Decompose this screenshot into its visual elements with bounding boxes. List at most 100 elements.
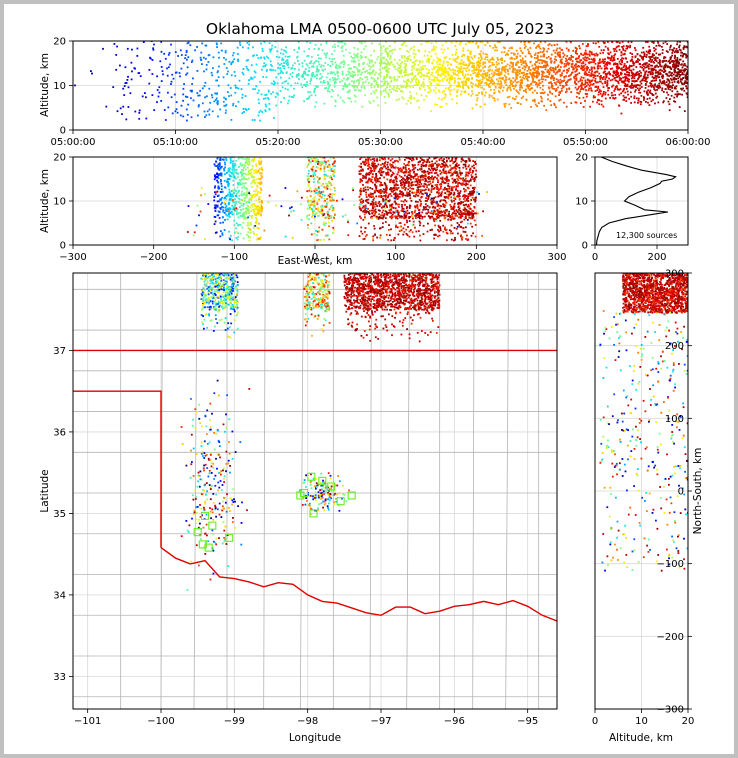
time-altitude-source — [413, 49, 415, 52]
time-altitude-source — [659, 73, 662, 75]
time-altitude-source — [334, 66, 337, 69]
time-altitude-source — [662, 91, 665, 93]
eastwest-source — [369, 172, 372, 175]
time-altitude-source — [655, 71, 657, 74]
time-altitude-source — [598, 88, 601, 91]
time-altitude-source — [586, 95, 588, 98]
time-altitude-source — [650, 100, 653, 103]
time-altitude-source — [566, 55, 569, 57]
eastwest-source — [307, 227, 309, 229]
time-altitude-source — [526, 78, 528, 80]
time-altitude-source — [413, 56, 416, 59]
time-altitude-source — [318, 77, 321, 80]
time-altitude-source — [611, 67, 614, 70]
time-altitude-source — [426, 58, 429, 61]
time-altitude-source — [662, 67, 665, 70]
time-altitude-source — [604, 80, 607, 83]
time-altitude-source — [532, 80, 535, 83]
time-altitude-source — [360, 86, 363, 88]
time-altitude-source — [356, 73, 359, 76]
time-altitude-source — [508, 103, 511, 106]
eastwest-source — [373, 214, 376, 217]
time-altitude-source — [471, 90, 473, 92]
time-altitude-source — [409, 59, 412, 62]
time-altitude-source — [404, 60, 406, 62]
time-altitude-source — [584, 63, 587, 66]
time-altitude-source — [586, 45, 589, 47]
time-altitude-source — [676, 58, 679, 61]
time-altitude-source — [527, 67, 530, 69]
time-altitude-source — [674, 93, 677, 96]
time-altitude-source — [655, 60, 658, 63]
time-altitude-source — [329, 65, 332, 67]
time-altitude-source — [406, 56, 409, 59]
time-altitude-source — [487, 79, 490, 82]
time-altitude-source — [595, 42, 597, 45]
time-altitude-source — [602, 60, 605, 63]
time-altitude-source — [180, 104, 183, 107]
time-altitude-source — [677, 68, 680, 70]
time-altitude-source — [615, 46, 618, 49]
eastwest-source — [251, 209, 254, 211]
time-altitude-source — [645, 101, 647, 103]
time-altitude-source — [317, 54, 319, 56]
time-altitude-source — [604, 70, 606, 73]
time-altitude-source — [548, 87, 551, 90]
eastwest-source — [452, 162, 454, 165]
eastwest-source — [415, 178, 417, 180]
time-altitude-source — [443, 97, 445, 100]
time-altitude-source — [232, 104, 234, 107]
time-altitude-source — [628, 80, 630, 83]
time-altitude-source — [444, 96, 447, 99]
time-altitude-source — [542, 70, 544, 73]
time-altitude-source — [275, 104, 278, 107]
time-altitude-source — [642, 96, 645, 98]
time-altitude-source — [381, 80, 383, 83]
time-altitude-source — [237, 58, 239, 61]
time-altitude-source — [522, 60, 525, 63]
time-altitude-source — [587, 43, 590, 46]
time-altitude-source — [133, 67, 136, 69]
time-altitude-source — [491, 78, 493, 81]
time-altitude-source — [201, 87, 204, 90]
eastwest-source — [306, 196, 308, 199]
time-altitude-source — [280, 101, 282, 103]
time-altitude-source — [568, 62, 571, 65]
time-altitude-source — [652, 69, 655, 72]
eastwest-source — [465, 161, 467, 164]
time-altitude-source — [644, 71, 647, 74]
time-altitude-source — [559, 82, 561, 84]
eastwest-source — [241, 174, 243, 176]
time-altitude-source — [583, 52, 586, 54]
time-altitude-source — [408, 97, 411, 99]
time-altitude-source — [415, 83, 418, 86]
time-altitude-source — [232, 60, 234, 63]
eastwest-source — [405, 228, 408, 231]
eastwest-source — [221, 234, 224, 236]
eastwest-source — [414, 214, 417, 217]
time-altitude-source — [334, 46, 337, 49]
time-altitude-source — [498, 91, 501, 94]
eastwest-source — [433, 220, 436, 223]
eastwest-source — [223, 168, 225, 170]
time-altitude-source — [524, 55, 527, 58]
time-altitude-source — [680, 51, 683, 54]
eastwest-source — [401, 181, 403, 184]
time-altitude-source — [533, 54, 536, 56]
time-altitude-source — [669, 85, 672, 87]
time-altitude-source — [349, 75, 352, 77]
eastwest-source — [332, 232, 335, 234]
eastwest-source — [381, 162, 384, 165]
time-altitude-source — [310, 77, 313, 80]
time-altitude-source — [618, 66, 620, 69]
time-altitude-source — [457, 77, 459, 80]
eastwest-source — [388, 209, 391, 212]
time-altitude-source — [384, 77, 386, 80]
time-altitude-source — [359, 77, 362, 79]
time-altitude-source — [621, 61, 623, 63]
time-altitude-source — [408, 73, 411, 76]
time-altitude-source — [476, 94, 479, 97]
eastwest-source — [404, 164, 407, 167]
time-altitude-source — [553, 102, 556, 105]
eastwest-source — [310, 161, 312, 164]
